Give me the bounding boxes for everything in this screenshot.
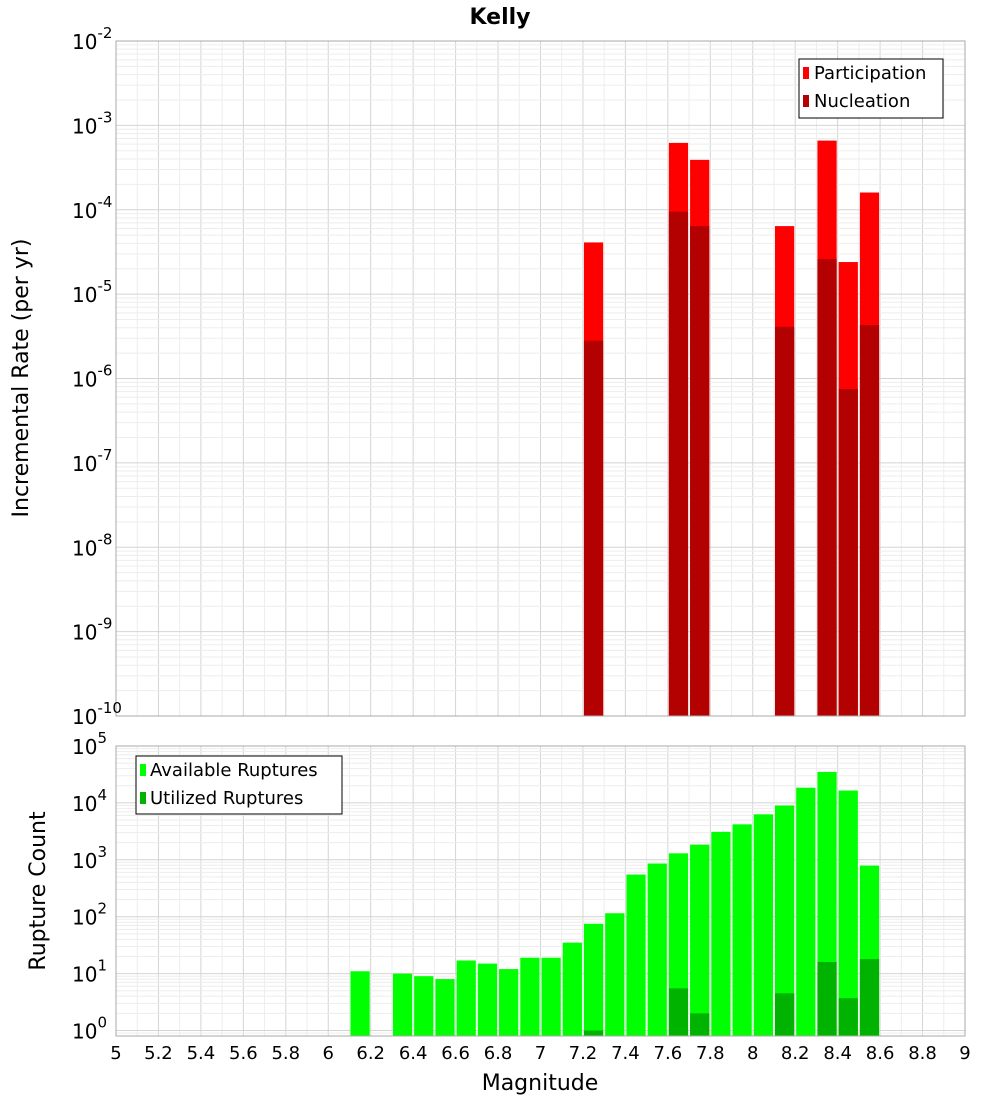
bottom-bars (350, 771, 880, 1036)
x-tick-label: 5.6 (229, 1043, 258, 1064)
available-ruptures-bar (435, 979, 455, 1036)
nucleation-bar (859, 325, 880, 716)
top-y-tick-label: 10-6 (72, 362, 112, 392)
nucleation-legend-swatch (803, 95, 809, 107)
x-tick-label: 9 (959, 1043, 970, 1064)
participation-legend-label: Participation (814, 63, 926, 84)
available-ruptures-bar (541, 957, 561, 1036)
x-tick-labels: 5 5.2 5.4 5.6 5.8 6 6.2 6.4 6.6 6.8 7 7.2 7.4 7.6 7.8 8… (110, 1043, 970, 1064)
x-tick-label: 8 (747, 1043, 758, 1064)
available-ruptures-bar (350, 971, 370, 1036)
x-tick-label: 7.6 (654, 1043, 683, 1064)
available-ruptures-bar (392, 973, 413, 1036)
top-y-tick-labels: 10-10 10-9 10-8 10-7 10-6 10-5 10-4 10-3 10-2 (72, 24, 122, 729)
top-y-tick-label: 10-10 (72, 699, 122, 729)
available-ruptures-bar (520, 957, 540, 1036)
bottom-legend: Available Ruptures Utilized Ruptures (135, 755, 343, 815)
top-y-tick-label: 10-5 (72, 277, 112, 307)
top-y-tick-label: 10-3 (72, 108, 112, 138)
utilized-ruptures-bar (838, 998, 858, 1036)
available-ruptures-bar (477, 963, 498, 1036)
utilized-ruptures-bar (690, 1013, 710, 1036)
available-ruptures-bar (711, 831, 731, 1036)
bottom-y-tick-label: 102 (72, 900, 107, 930)
nucleation-legend-label: Nucleation (814, 91, 910, 112)
nucleation-bar (668, 211, 689, 716)
available-ruptures-bar (753, 814, 773, 1036)
x-tick-label: 8.2 (781, 1043, 810, 1064)
utilized-legend-label: Utilized Ruptures (150, 788, 303, 809)
x-tick-label: 7.2 (569, 1043, 598, 1064)
x-axis-label: Magnitude (482, 1071, 599, 1096)
nucleation-bar (838, 389, 858, 716)
available-ruptures-bar (583, 923, 604, 1036)
x-tick-label: 8.4 (823, 1043, 852, 1064)
utilized-ruptures-bar (817, 961, 837, 1036)
x-tick-label: 6.8 (484, 1043, 513, 1064)
available-ruptures-bar (456, 960, 476, 1036)
nucleation-bar (817, 259, 837, 716)
utilized-ruptures-bar (774, 993, 795, 1036)
bottom-plot-frame (115, 745, 966, 1037)
x-tick-label: 6.6 (441, 1043, 470, 1064)
x-tick-label: 5.2 (144, 1043, 173, 1064)
participation-rate-panel: 10-10 10-9 10-8 10-7 10-6 10-5 10-4 10-3 10-2 In… (9, 24, 966, 729)
available-ruptures-bar (796, 787, 816, 1036)
x-tick-label: 5 (110, 1043, 121, 1064)
bottom-legend-box (135, 755, 343, 815)
participation-legend-swatch (803, 67, 809, 79)
available-ruptures-bar (414, 976, 434, 1036)
bottom-y-tick-label: 101 (72, 957, 107, 987)
top-legend-box (798, 58, 944, 119)
bottom-y-tick-label: 104 (72, 786, 107, 816)
nucleation-bar (690, 226, 710, 716)
x-tick-label: 6 (323, 1043, 334, 1064)
bottom-y-tick-labels: 100 101 102 103 104 105 (72, 729, 107, 1043)
x-tick-label: 8.6 (866, 1043, 895, 1064)
top-y-tick-label: 10-2 (72, 24, 112, 54)
bottom-y-tick-label: 100 (72, 1013, 107, 1043)
available-ruptures-bar (690, 844, 710, 1036)
available-ruptures-bar (605, 913, 625, 1036)
bottom-y-tick-label: 103 (72, 843, 107, 873)
available-ruptures-bar (838, 790, 858, 1036)
top-y-tick-label: 10-8 (72, 530, 112, 560)
top-y-tick-label: 10-7 (72, 446, 112, 476)
available-ruptures-bar (647, 863, 667, 1036)
available-ruptures-bar (732, 824, 752, 1036)
available-ruptures-bar (626, 874, 646, 1036)
utilized-ruptures-bar (668, 988, 689, 1036)
top-y-tick-label: 10-9 (72, 615, 112, 645)
available-ruptures-bar (774, 805, 795, 1036)
rupture-count-panel: 100 101 102 103 104 105 5 5.2 5.4 5.6 5.8 6 6.2 6.4 6… (26, 729, 971, 1096)
x-tick-label: 6.4 (399, 1043, 428, 1064)
top-bars (583, 140, 880, 717)
top-y-axis-label: Incremental Rate (per yr) (9, 239, 34, 518)
top-plot-frame (115, 40, 966, 717)
utilized-legend-swatch (140, 792, 146, 804)
nucleation-bar (774, 326, 795, 716)
x-tick-label: 7 (535, 1043, 546, 1064)
bottom-y-axis-label: Rupture Count (26, 811, 51, 971)
nucleation-bar (583, 340, 604, 716)
available-ruptures-bar (499, 969, 519, 1036)
top-legend: Participation Nucleation (798, 58, 944, 119)
utilized-ruptures-bar (583, 1030, 604, 1036)
chart-title: Kelly (469, 5, 530, 30)
bottom-y-tick-label: 105 (72, 729, 107, 759)
x-tick-label: 5.8 (271, 1043, 300, 1064)
x-tick-label: 5.4 (187, 1043, 216, 1064)
available-legend-swatch (140, 764, 146, 776)
x-tick-label: 7.8 (696, 1043, 725, 1064)
x-tick-label: 7.4 (611, 1043, 640, 1064)
available-legend-label: Available Ruptures (150, 760, 318, 781)
x-tick-label: 8.8 (908, 1043, 937, 1064)
utilized-ruptures-bar (859, 959, 880, 1036)
available-ruptures-bar (562, 942, 582, 1036)
top-gridlines (115, 40, 966, 717)
x-tick-label: 6.2 (356, 1043, 385, 1064)
top-y-tick-label: 10-4 (72, 193, 112, 223)
